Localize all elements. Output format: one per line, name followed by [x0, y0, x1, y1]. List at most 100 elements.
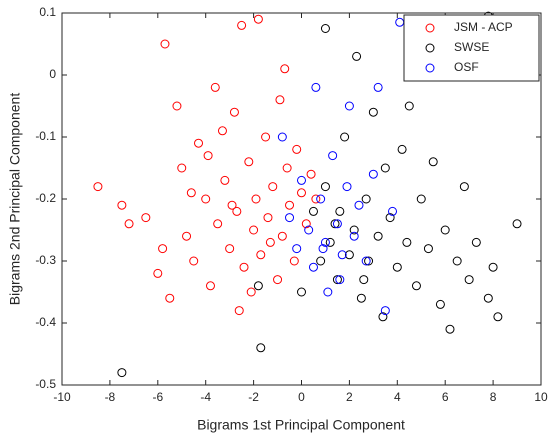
- point: [361, 256, 371, 266]
- legend-marker: [425, 63, 435, 73]
- point: [440, 225, 450, 235]
- x-tick-label: 10: [534, 390, 548, 404]
- legend-marker: [425, 23, 435, 33]
- point: [373, 231, 383, 241]
- point: [344, 250, 354, 260]
- point: [232, 206, 242, 216]
- point: [493, 312, 503, 322]
- point: [237, 20, 247, 30]
- legend-label: JSM - ACP: [454, 20, 513, 34]
- point: [280, 64, 290, 74]
- point: [201, 194, 211, 204]
- point: [289, 256, 299, 266]
- point: [304, 225, 314, 235]
- point: [205, 281, 215, 291]
- point: [404, 101, 414, 111]
- point: [459, 182, 469, 192]
- y-tick-label: -0.3: [35, 253, 56, 267]
- point: [306, 169, 316, 179]
- point: [124, 219, 134, 229]
- point: [256, 250, 266, 260]
- point: [244, 157, 254, 167]
- point: [220, 175, 230, 185]
- point: [380, 163, 390, 173]
- x-tick-label: 6: [442, 390, 449, 404]
- x-tick-label: -10: [53, 390, 71, 404]
- point: [172, 101, 182, 111]
- point: [210, 82, 220, 92]
- point: [251, 194, 261, 204]
- point: [402, 237, 412, 247]
- point: [253, 281, 263, 291]
- point: [189, 256, 199, 266]
- point: [385, 213, 395, 223]
- point: [323, 287, 333, 297]
- point: [301, 219, 311, 229]
- point: [227, 200, 237, 210]
- point: [263, 213, 273, 223]
- x-tick-label: 2: [346, 390, 353, 404]
- point: [229, 107, 239, 117]
- point: [311, 194, 321, 204]
- point: [225, 244, 235, 254]
- point: [160, 39, 170, 49]
- y-tick-label: -0.1: [35, 129, 56, 143]
- point: [268, 182, 278, 192]
- point: [471, 237, 481, 247]
- x-tick-label: -2: [248, 390, 259, 404]
- point: [273, 275, 283, 285]
- plot-frame: [61, 12, 542, 386]
- x-axis-label: Bigrams 1st Principal Component: [197, 417, 405, 433]
- point: [93, 182, 103, 192]
- point: [397, 144, 407, 154]
- point: [316, 256, 326, 266]
- x-tick-label: -4: [200, 390, 211, 404]
- point: [411, 281, 421, 291]
- x-tick-label: 0: [298, 390, 305, 404]
- point: [153, 268, 163, 278]
- point: [177, 163, 187, 173]
- point: [117, 200, 127, 210]
- point: [297, 175, 306, 185]
- point: [203, 151, 213, 161]
- point: [234, 306, 244, 316]
- point: [320, 24, 330, 33]
- point: [275, 95, 285, 105]
- point: [316, 194, 326, 204]
- x-tick-label: 8: [490, 390, 497, 404]
- point: [297, 287, 306, 297]
- point: [423, 244, 433, 254]
- point: [194, 138, 204, 148]
- y-tick-label: 0.1: [39, 5, 56, 19]
- point: [318, 244, 328, 254]
- point: [277, 231, 287, 241]
- point: [416, 194, 426, 204]
- point: [332, 275, 342, 285]
- point: [368, 169, 378, 179]
- point: [165, 293, 175, 303]
- point: [445, 324, 455, 334]
- point: [378, 312, 388, 322]
- point: [342, 182, 352, 192]
- point: [253, 14, 263, 24]
- point: [368, 107, 378, 117]
- point: [320, 182, 330, 192]
- point: [186, 188, 196, 198]
- point: [285, 213, 295, 223]
- point: [297, 188, 306, 198]
- point: [277, 132, 287, 142]
- point: [249, 225, 259, 235]
- x-tick-label: 4: [394, 390, 401, 404]
- legend-marker: [425, 43, 435, 53]
- point: [337, 250, 347, 260]
- point: [330, 219, 340, 229]
- point: [335, 275, 345, 285]
- point: [359, 275, 369, 285]
- point: [512, 219, 522, 229]
- point: [292, 144, 302, 154]
- point: [182, 231, 192, 241]
- point: [435, 299, 445, 309]
- point: [328, 151, 338, 161]
- point: [380, 306, 390, 316]
- point: [141, 213, 151, 223]
